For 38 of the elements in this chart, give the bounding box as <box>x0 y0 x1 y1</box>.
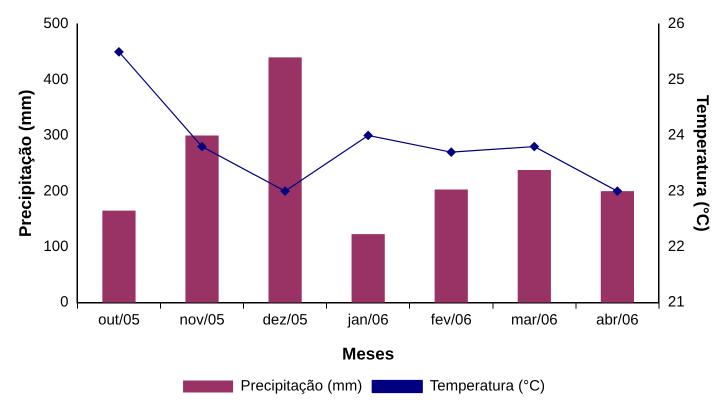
point <box>446 148 456 157</box>
legend-label: Temperatura (°C) <box>430 378 545 395</box>
x-tick-label: mar/06 <box>510 312 558 329</box>
x-axis-title: Meses <box>342 344 394 364</box>
bar <box>268 57 302 303</box>
x-tick-label: fev/06 <box>430 312 472 329</box>
point <box>197 142 207 152</box>
y2-tick-label: 24 <box>668 126 685 144</box>
y2-tick-label: 22 <box>668 238 685 256</box>
bar <box>185 135 219 303</box>
y-tick-label: 300 <box>43 126 68 144</box>
legend-label: Precipitação (mm) <box>240 378 362 395</box>
y-axis-title: Precipitação (mm) <box>16 90 35 237</box>
bar <box>102 210 136 303</box>
x-tick-label: jan/06 <box>346 312 389 329</box>
y2-tick-label: 26 <box>668 15 685 32</box>
x-tick-label: abr/06 <box>596 312 639 329</box>
x-tick-label: dez/05 <box>262 312 308 329</box>
point <box>612 186 622 196</box>
bar <box>434 189 468 303</box>
y-tick-label: 400 <box>43 70 68 88</box>
y-tick-label: 0 <box>60 294 68 311</box>
point <box>530 142 539 152</box>
y2-tick-label: 21 <box>668 294 685 311</box>
y2-tick-label: 25 <box>668 70 685 88</box>
y-tick-label: 100 <box>43 238 68 256</box>
y-tick-label: 500 <box>43 15 68 32</box>
y2-tick-label: 23 <box>668 182 685 200</box>
point <box>114 47 124 56</box>
y2-axis-title: Temperatura (°C) <box>693 94 712 232</box>
point <box>280 186 290 196</box>
x-tick-label: out/05 <box>98 312 140 329</box>
y-tick-label: 200 <box>43 182 68 200</box>
bar <box>518 170 551 303</box>
x-tick-label: nov/05 <box>180 312 225 329</box>
bar <box>352 234 385 303</box>
bar <box>600 191 634 303</box>
point <box>364 130 373 140</box>
